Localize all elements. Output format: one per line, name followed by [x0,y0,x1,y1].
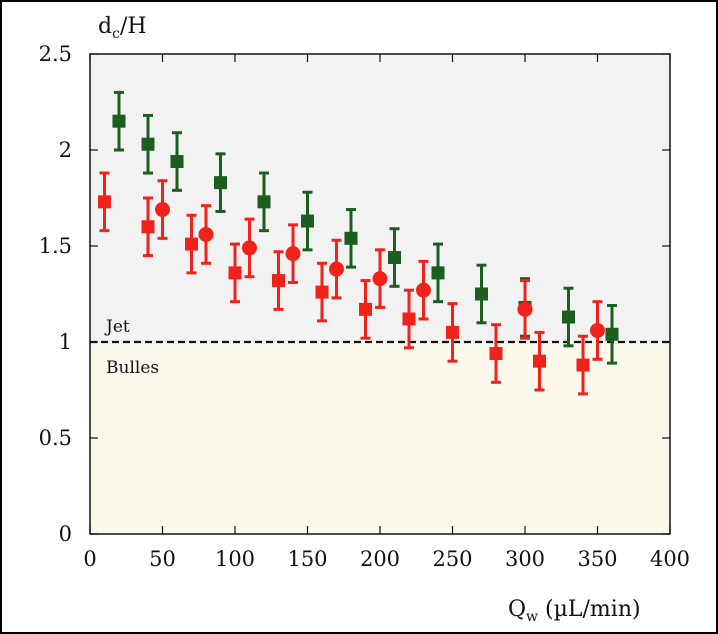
data-point-square [141,220,155,234]
data-point-circle [198,226,214,242]
y-axis-title-sub: c [112,26,120,42]
data-point-circle [155,202,170,218]
data-point-square [112,114,126,128]
data-point-square [562,310,575,324]
jet-label: Jet [104,317,130,337]
x-axis-title-suffix: (µL/min) [538,597,641,622]
y-tick-label: 0 [59,522,72,546]
data-point-circle [372,271,388,287]
y-tick-label: 2 [59,138,72,162]
data-point-square [170,155,184,169]
x-axis-title: Qw (µL/min) [508,597,641,625]
data-point-square [475,287,488,301]
data-point-square [576,358,590,372]
data-point-circle [242,240,257,256]
x-tick-label: 400 [650,547,690,571]
data-marks [98,90,619,396]
series-1 [98,171,590,396]
data-point-square [315,285,329,299]
plot-regions [90,54,670,534]
data-point-square [214,176,227,190]
bulles-label: Bulles [106,358,159,378]
plot-axes: 0 50 100 150 200 250 300 350 400 0 0.5 1 1.5 2 2.5 [39,42,690,571]
series-0 [112,90,619,365]
data-point-square [533,354,546,368]
y-tick-label: 2.5 [39,42,72,66]
x-tick-label: 200 [360,547,400,571]
y-axis-title: dc/H [98,14,147,42]
data-point-square [388,251,401,265]
series-2 [155,179,605,361]
x-tick-label: 350 [577,547,617,571]
data-point-square [185,237,198,251]
data-point-circle [329,261,344,277]
data-point-square [301,214,314,228]
data-point-square [446,325,459,339]
data-point-square [489,347,503,361]
x-tick-label: 300 [505,547,545,571]
data-point-circle [285,246,301,262]
data-point-square [605,327,619,341]
x-tick-label: 100 [215,547,255,571]
x-tick-label: 250 [432,547,472,571]
data-point-circle [517,301,533,317]
data-point-square [359,302,372,316]
x-axis-title-sub: w [526,609,538,625]
y-tick-label: 1 [59,330,72,354]
plot-labels: Jet Bulles dc/H Qw (µL/min) [98,14,641,625]
data-point-circle [590,322,605,338]
y-tick-label: 0.5 [39,426,72,450]
data-point-square [344,231,358,245]
x-tick-label: 50 [149,547,176,571]
data-point-square [98,195,111,209]
x-tick-label: 150 [287,547,327,571]
data-point-square [228,266,242,280]
data-point-square [257,195,271,209]
data-point-square [272,274,285,288]
x-axis-title-main: Q [508,597,526,622]
bulles-region [90,342,670,534]
data-point-circle [416,282,431,298]
y-tick-label: 1.5 [39,234,72,258]
x-tick-label: 0 [83,547,96,571]
y-axis-title-suffix: /H [120,14,147,39]
data-point-square [402,312,416,326]
data-point-square [141,137,155,151]
data-point-square [431,266,445,280]
y-axis-title-main: d [98,14,112,39]
